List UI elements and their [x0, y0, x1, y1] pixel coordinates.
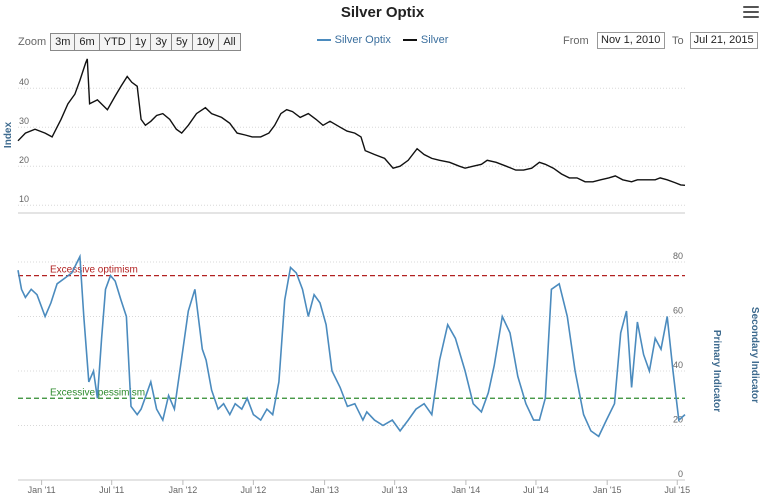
upper-y-tick-label: 40: [19, 77, 29, 87]
range-from-label: From: [563, 34, 589, 47]
range-to-label: To: [672, 34, 684, 47]
lower-y-tick-label: 0: [678, 469, 683, 479]
range-from-input[interactable]: Nov 1, 2010: [596, 32, 665, 49]
upper-y-tick-label: 20: [19, 155, 29, 165]
zoom-selector: Zoom 3m 6m YTD 1y 3y 5y 10y All: [18, 33, 241, 51]
range-to: To Jul 21, 2015: [672, 32, 758, 49]
zoom-button-3m[interactable]: 3m: [50, 33, 76, 51]
chart-legend: Silver Optix Silver: [0, 34, 765, 46]
chart-title: Silver Optix: [340, 4, 425, 21]
x-tick-label: Jan '13: [310, 485, 339, 495]
legend-label-optix: Silver Optix: [334, 34, 391, 46]
x-tick-label: Jul '13: [382, 485, 408, 495]
range-from: From Nov 1, 2010: [563, 32, 665, 49]
lower-y-tick-label: 40: [673, 360, 683, 370]
x-tick-label: Jul '14: [523, 485, 549, 495]
legend-swatch-silver: [402, 39, 417, 41]
secondary-y-axis-title: Secondary Indicator: [749, 307, 760, 403]
legend-label-silver: Silver: [420, 34, 449, 46]
x-tick-label: Jan '11: [28, 485, 56, 495]
legend-item-silver[interactable]: Silver: [402, 34, 449, 46]
primary-y-axis-title: Primary Indicator: [711, 330, 722, 412]
hamburger-icon[interactable]: [743, 6, 759, 20]
x-tick-label: Jan '14: [452, 485, 481, 495]
lower-y-tick-label: 60: [673, 306, 683, 316]
legend-item-optix[interactable]: Silver Optix: [316, 34, 391, 46]
zoom-button-ytd[interactable]: YTD: [98, 33, 131, 51]
range-to-input[interactable]: Jul 21, 2015: [689, 32, 758, 49]
lower-y-tick-label: 80: [673, 251, 683, 261]
upper-y-tick-label: 10: [19, 194, 29, 204]
x-tick-label: Jan '12: [169, 485, 198, 495]
x-tick-label: Jul '12: [240, 485, 266, 495]
x-tick-label: Jul '15: [664, 485, 690, 495]
silver-series-line: [17, 58, 686, 186]
upper-y-axis-title: Index: [3, 122, 14, 149]
optimism-threshold-label: Excessive optimism: [50, 265, 138, 276]
silver-optix-series-line: [17, 253, 686, 438]
zoom-label: Zoom: [18, 36, 47, 48]
upper-y-tick-label: 30: [19, 116, 29, 126]
x-tick-label: Jul '11: [99, 485, 124, 495]
legend-swatch-optix: [316, 39, 331, 41]
zoom-button-all[interactable]: All: [218, 33, 241, 51]
x-tick-label: Jan '15: [593, 485, 622, 495]
